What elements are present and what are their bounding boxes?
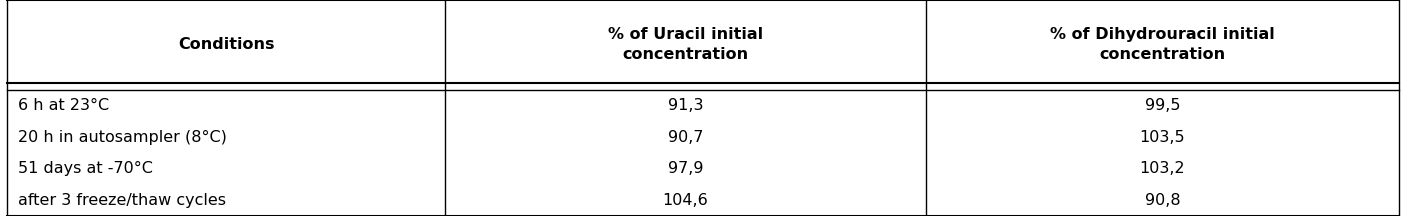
Text: 90,7: 90,7 xyxy=(668,130,703,145)
Text: 91,3: 91,3 xyxy=(668,98,703,113)
Text: 104,6: 104,6 xyxy=(662,193,709,208)
Text: % of Uracil initial
concentration: % of Uracil initial concentration xyxy=(607,27,763,62)
Text: 90,8: 90,8 xyxy=(1144,193,1180,208)
Text: Conditions: Conditions xyxy=(179,37,274,52)
Text: % of Dihydrouracil initial
concentration: % of Dihydrouracil initial concentration xyxy=(1050,27,1275,62)
Text: 99,5: 99,5 xyxy=(1144,98,1180,113)
Text: 20 h in autosampler (8°C): 20 h in autosampler (8°C) xyxy=(18,130,228,145)
Text: 103,2: 103,2 xyxy=(1139,161,1185,176)
Text: 6 h at 23°C: 6 h at 23°C xyxy=(18,98,110,113)
Text: after 3 freeze/thaw cycles: after 3 freeze/thaw cycles xyxy=(18,193,226,208)
Text: 103,5: 103,5 xyxy=(1139,130,1185,145)
Text: 97,9: 97,9 xyxy=(668,161,703,176)
Text: 51 days at -70°C: 51 days at -70°C xyxy=(18,161,153,176)
